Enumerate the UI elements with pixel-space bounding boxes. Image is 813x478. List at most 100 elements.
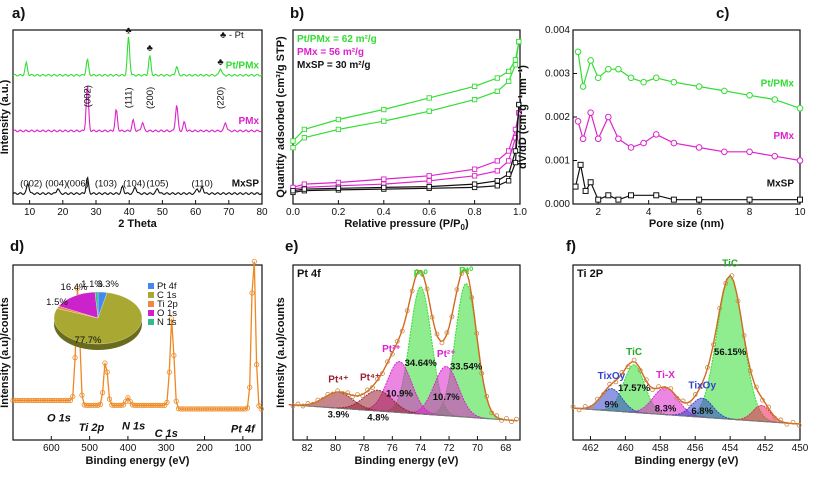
- xrd-hkl-label: (220): [216, 87, 227, 109]
- ti2p-xtick-label: 458: [652, 443, 669, 454]
- bet-data-point: [506, 68, 512, 75]
- bet-data-point: [471, 181, 478, 187]
- pore-data-point: [746, 148, 753, 156]
- bet-data-point: [512, 62, 519, 68]
- pt4f-raw-point: [474, 331, 480, 336]
- pie-slice: [58, 291, 99, 319]
- survey-x-axis-title: Binding energy (eV): [86, 455, 190, 467]
- pore-ytick-label: 0.003: [545, 69, 570, 80]
- panel-label: e): [285, 238, 298, 255]
- pt4f-xtick-label: 76: [387, 443, 399, 454]
- bet-data-point: [426, 95, 432, 101]
- ti2p-raw-point: [588, 405, 594, 410]
- pore-data-point: [577, 161, 584, 168]
- xrd-series-label: Pt/PMx: [226, 60, 260, 71]
- bet-data-point: [381, 118, 387, 124]
- survey-xtick-label: 100: [235, 443, 252, 454]
- pore-y-axis-title: dV/dD (cm³g⁻¹nm⁻¹): [517, 65, 529, 169]
- ti2p-raw-point: [711, 342, 716, 347]
- bet-adsorption-line: [292, 41, 520, 149]
- bet-xtick-label: 0.8: [468, 207, 482, 218]
- pore-xtick-label: 2: [595, 207, 601, 218]
- pt4f-raw-point: [365, 387, 370, 393]
- pore-data-point: [627, 74, 635, 82]
- pt4f-xtick-label: 72: [444, 443, 456, 454]
- pt4f-frame: [292, 264, 521, 441]
- pt4f-raw-point: [469, 295, 475, 301]
- pt4f-raw-point: [424, 286, 430, 292]
- xrd-series-label: MxSP: [232, 179, 260, 190]
- pt4f-component-label: Pt⁴⁺: [328, 375, 348, 386]
- ti2p-raw-point: [637, 368, 643, 373]
- ti2p-raw-point: [723, 280, 729, 286]
- ti2p-raw-point: [656, 384, 661, 390]
- bet-data-point: [516, 38, 522, 45]
- bet-adsorption-line: [292, 104, 520, 193]
- pt4f-raw-point: [340, 391, 346, 396]
- pt4f-raw-point: [315, 397, 321, 403]
- pore-data-point: [695, 144, 703, 151]
- ti2p-x-axis-title: Binding energy (eV): [635, 455, 739, 467]
- pt4f-raw-point: [320, 397, 326, 402]
- bet-data-point: [426, 178, 432, 184]
- ti2p-raw-point: [625, 364, 631, 370]
- pie-legend-label: Ti 2p: [157, 299, 178, 310]
- pore-data-point: [670, 139, 678, 147]
- ti2p-component-label: TixOy: [598, 371, 626, 382]
- pt4f-xtick-label: 70: [472, 443, 484, 454]
- bet-x-axis-title-end: ): [465, 218, 469, 230]
- pt4f-raw-point: [414, 269, 420, 275]
- survey-y-axis-title: Intensity (a.u)/counts: [0, 297, 11, 408]
- pore-xtick-label: 6: [696, 207, 702, 218]
- xrd-hkl-label: (002): [20, 179, 42, 190]
- bet-data-point: [301, 135, 307, 141]
- bet-legend-entry: PMx = 56 m²/g: [297, 47, 364, 58]
- pt4f-raw-point: [479, 370, 485, 376]
- xrd-xtick-label: 50: [157, 207, 169, 218]
- panel-label: d): [10, 238, 24, 255]
- pt4f-raw-point: [444, 330, 450, 336]
- bet-data-point: [381, 106, 387, 113]
- pt4f-raw-point: [409, 288, 415, 294]
- pt4f-component-pct: 34.64%: [405, 358, 438, 369]
- xrd-xtick-label: 10: [24, 207, 36, 218]
- ti2p-raw-point: [796, 422, 802, 428]
- bet-data-point: [335, 179, 342, 186]
- ti2p-component-pct: 17.57%: [618, 383, 651, 394]
- ti2p-raw-point: [686, 401, 692, 407]
- pore-data-point: [746, 196, 753, 203]
- xrd-hkl-label: (004): [45, 179, 67, 190]
- ti2p-component-pct: 9%: [605, 400, 619, 411]
- pt4f-raw-point: [384, 359, 390, 365]
- bet-data-point: [512, 148, 519, 154]
- pore-data-point: [797, 196, 803, 203]
- bet-legend-entry: MxSP = 30 m²/g: [297, 60, 370, 71]
- pt4f-raw-point: [439, 340, 445, 346]
- pt4f-raw-point: [370, 385, 375, 390]
- ti2p-component-label: TiC: [626, 347, 642, 358]
- survey-xtick-label: 300: [158, 443, 175, 454]
- pt4f-raw-point: [290, 403, 296, 409]
- xrd-series-line: [12, 176, 263, 195]
- pore-series-line: [577, 110, 801, 162]
- pore-data-point: [594, 74, 602, 82]
- ti2p-xtick-label: 462: [582, 443, 599, 454]
- bet-legend-entry: Pt/PMx = 62 m²/g: [297, 34, 377, 45]
- bet-data-point: [494, 168, 500, 174]
- pie-legend-swatch: [148, 301, 154, 307]
- survey-frame: [12, 264, 263, 441]
- ti2p-xtick-label: 450: [792, 443, 809, 454]
- pt4f-raw-point: [484, 394, 490, 399]
- survey-data-point: [258, 406, 264, 412]
- survey-xtick-label: 400: [120, 443, 137, 454]
- pore-data-point: [771, 96, 779, 103]
- pt4f-raw-point: [300, 403, 306, 409]
- pt4f-raw-point: [509, 419, 514, 425]
- pt-club-marker: ♣: [125, 25, 131, 36]
- pt4f-component-pct: 4.8%: [367, 413, 389, 424]
- ti2p-background-line: [572, 407, 801, 425]
- pore-data-point: [574, 118, 582, 125]
- ti2p-raw-point: [576, 407, 582, 413]
- xrd-xtick-label: 30: [90, 207, 102, 218]
- pie-slice-label: 77.7%: [75, 335, 102, 346]
